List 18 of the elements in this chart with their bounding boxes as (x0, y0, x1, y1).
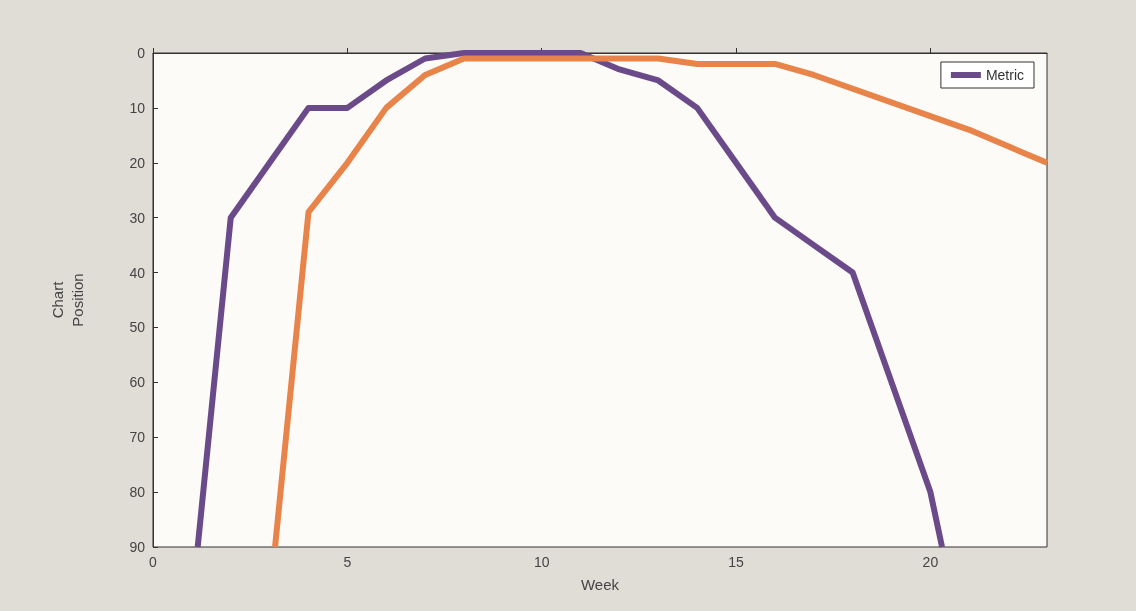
y-tick-label: 50 (129, 319, 146, 336)
y-tick-label: 40 (129, 264, 146, 281)
x-tick-label: 10 (533, 554, 550, 570)
y-tick-label: 90 (129, 539, 146, 555)
x-axis-title: Week (580, 576, 620, 593)
y-axis-title: Chart Position (48, 273, 86, 327)
y-tick-label: 70 (129, 429, 146, 446)
y-tick-label: 0 (137, 45, 146, 61)
legend-label: Metric (985, 67, 1025, 83)
y-tick-label: 30 (129, 209, 146, 226)
y-tick-label: 80 (129, 484, 146, 501)
x-tick-label: 0 (149, 554, 158, 570)
x-tick-label: 5 (343, 554, 352, 570)
x-tick-label: 20 (922, 554, 939, 570)
y-tick-label: 10 (129, 99, 146, 116)
y-tick-label: 60 (129, 374, 146, 391)
y-tick-label: 20 (129, 154, 146, 171)
x-tick-label: 15 (728, 554, 745, 570)
